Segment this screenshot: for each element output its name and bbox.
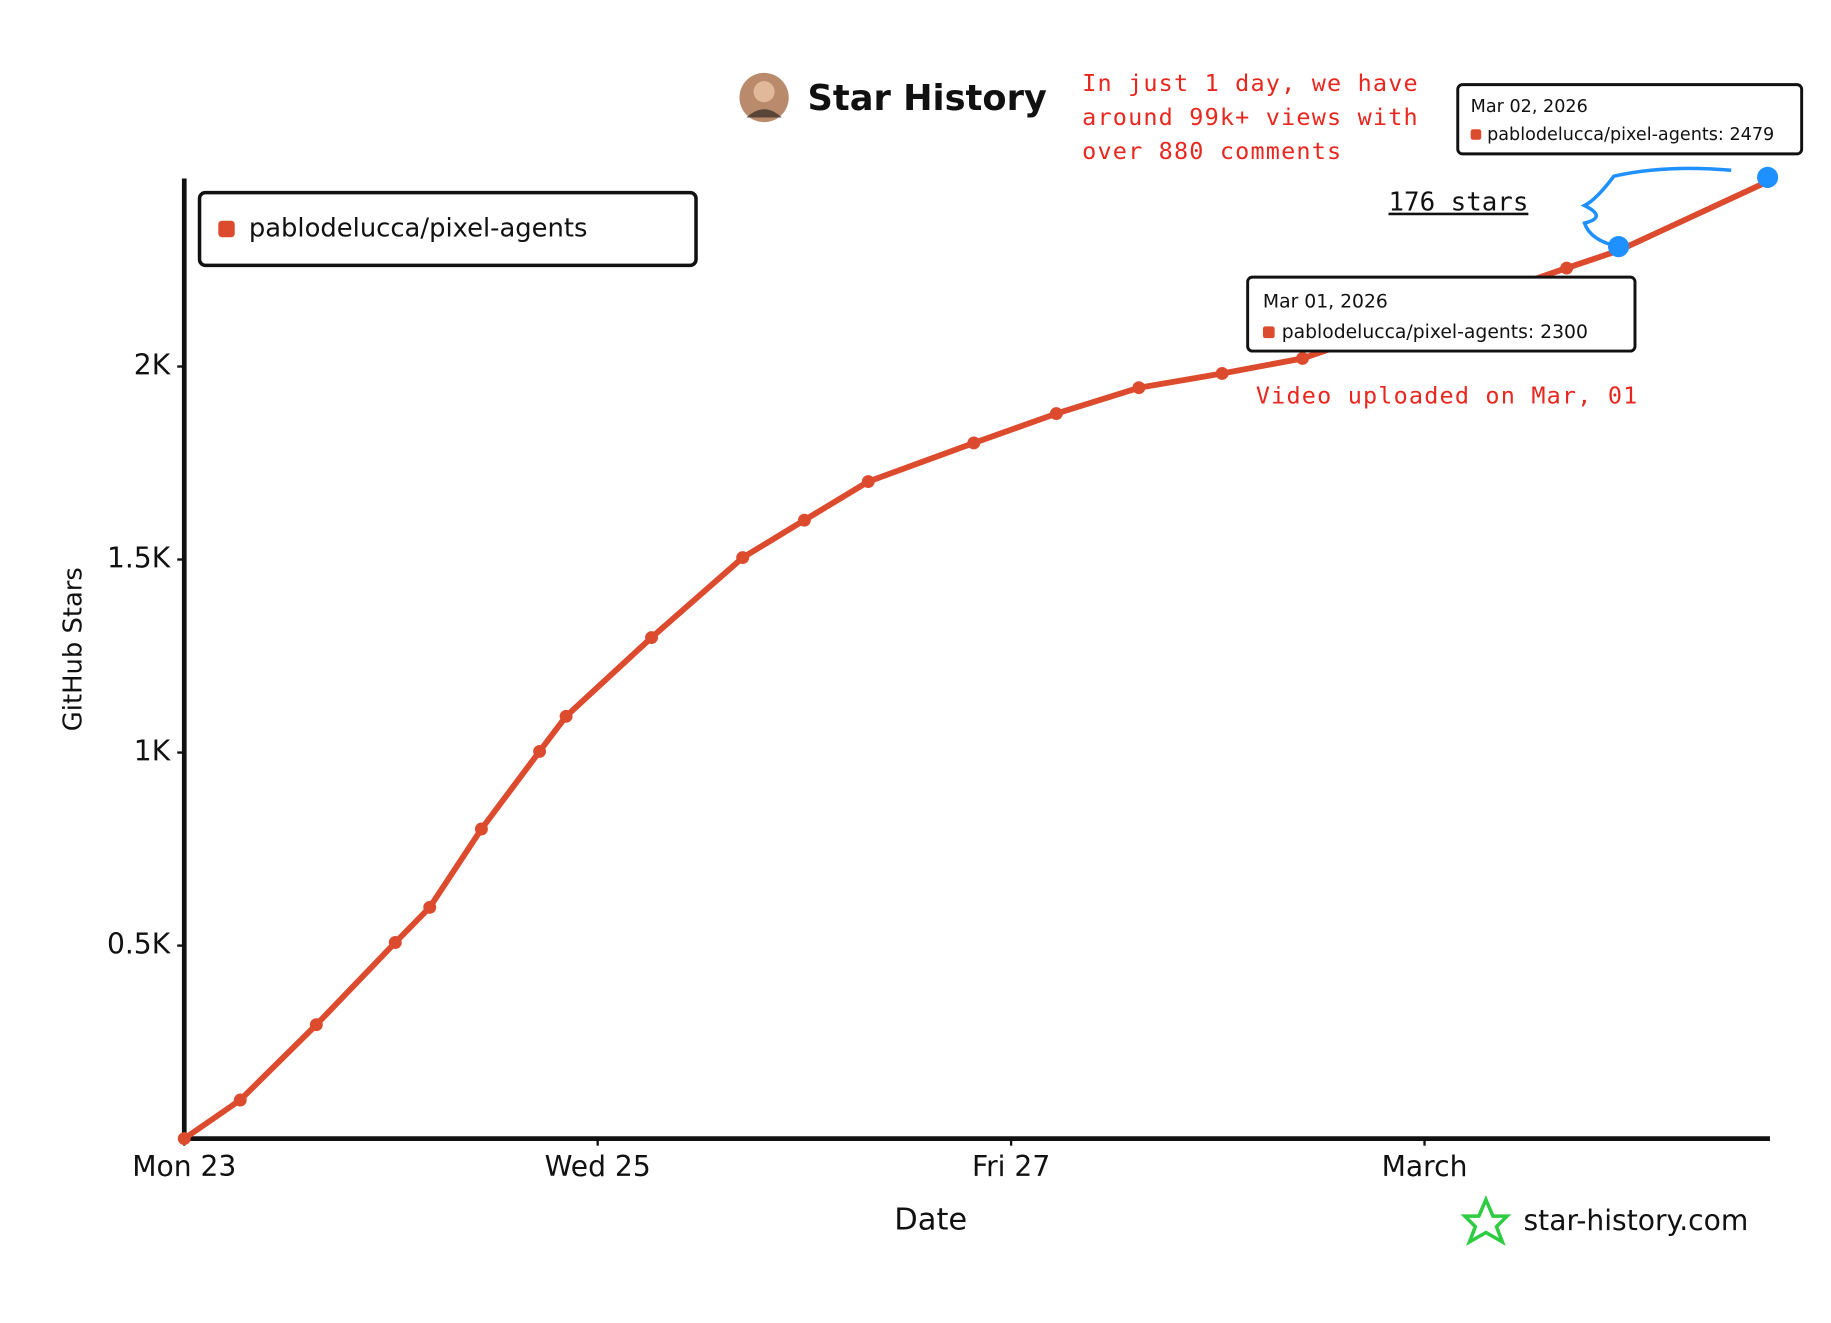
data-point [533,744,547,758]
tooltip-swatch [1262,326,1275,339]
upload-note: Video uploaded on Mar, 01 [1256,381,1639,409]
data-point [177,1132,191,1146]
data-point [559,709,573,723]
tooltip-swatch [1470,129,1482,140]
legend-swatch [218,220,235,238]
y-tick-label: 1.5K [107,542,172,575]
data-point [797,513,811,527]
tooltip-label: pablodelucca/pixel-agents: 2300 [1282,322,1588,343]
x-tick-label: March [1382,1150,1468,1183]
annotation-dot [1757,166,1779,188]
x-tick-label: Fri 27 [972,1150,1050,1183]
data-point [1049,407,1063,421]
data-point [423,900,437,914]
chart-title: Star History [808,78,1047,119]
data-point [474,822,488,836]
series-line [181,178,1771,1142]
y-tick-label: 1K [134,735,172,768]
data-point [1132,381,1146,395]
x-axis-label: Date [894,1202,967,1237]
data-point [1296,351,1309,365]
legend-box [197,190,698,268]
data-point [388,936,402,949]
tooltip-box [1456,83,1804,156]
data-point [1560,261,1574,275]
data-point [861,475,875,489]
plot: 0.5K 1K 1.5K 2K Mon 23 Wed 25 Fri 27 March [107,175,1775,1183]
watermark: star-history.com [1523,1204,1748,1237]
difference-note: 176 stars [1389,188,1529,218]
data-point [736,551,750,565]
avatar [739,72,789,123]
annotation-connector [1580,166,1732,249]
views-note: In just 1 day, we have [1082,69,1419,97]
watermark-logo [1460,1195,1512,1246]
tooltip-label: pablodelucca/pixel-agents: 2479 [1487,125,1774,145]
y-axis-label: GitHub Stars [58,567,88,731]
data-point [1215,367,1229,380]
x-tick-label: Wed 25 [545,1150,651,1183]
data-point [645,631,658,644]
annotation-dot [1607,236,1630,258]
tooltip-date: Mar 02, 2026 [1471,97,1588,117]
x-tick-label: Mon 23 [132,1150,236,1183]
data-point [233,1093,247,1107]
tooltip-date: Mar 01, 2026 [1263,291,1388,312]
tooltip-box [1246,275,1637,353]
legend-label: pablodelucca/pixel-agents [249,213,588,243]
data-point [967,436,981,450]
y-tick-label: 0.5K [107,928,172,961]
views-note: around 99k+ views with [1082,103,1419,131]
data-point [309,1018,323,1032]
views-note: over 880 comments [1082,137,1342,165]
y-tick-label: 2K [134,349,172,382]
